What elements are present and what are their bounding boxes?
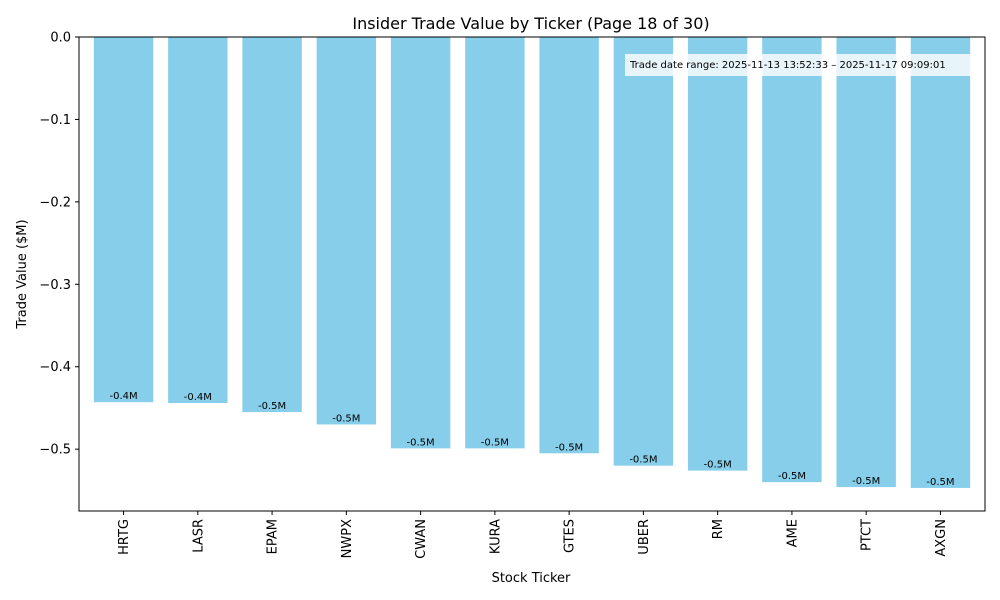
date-range-annotation: Trade date range: 2025-11-13 13:52:33 – …: [629, 60, 946, 71]
x-tick-label-axgn: AXGN: [934, 519, 949, 557]
data-label-ame: -0.5M: [778, 471, 806, 482]
bar-ptct: [836, 37, 896, 488]
x-tick-label-lasr: LASR: [191, 519, 206, 553]
bar-cwan: [390, 37, 451, 449]
bar-nwpx: [316, 37, 377, 425]
y-tick-label: −0.5: [39, 443, 71, 458]
bar-axgn: [910, 37, 971, 488]
x-tick-label-cwan: CWAN: [414, 519, 429, 559]
y-axis-label: Trade Value ($M): [15, 219, 30, 329]
data-label-kura: -0.5M: [481, 437, 509, 448]
x-tick-label-rm: RM: [711, 519, 726, 539]
x-tick-label-ptct: PTCT: [860, 519, 875, 551]
y-tick-label: −0.4: [39, 360, 71, 375]
bar-hrtg: [93, 37, 154, 403]
x-tick-label-ame: AME: [785, 519, 800, 547]
y-tick-label: −0.2: [39, 195, 71, 210]
x-tick-label-nwpx: NWPX: [340, 519, 355, 558]
bar-ame: [762, 37, 822, 483]
bar-rm: [687, 37, 748, 471]
bar-gtes: [539, 37, 599, 454]
data-label-gtes: -0.5M: [555, 442, 583, 453]
data-label-axgn: -0.5M: [926, 477, 954, 488]
bar-uber: [613, 37, 674, 466]
y-tick-label: −0.1: [39, 113, 71, 128]
chart-title: Insider Trade Value by Ticker (Page 18 o…: [352, 14, 709, 33]
data-label-uber: -0.5M: [629, 455, 657, 466]
x-axis-label: Stock Ticker: [492, 571, 571, 586]
bar-epam: [242, 37, 302, 413]
x-tick-label-gtes: GTES: [563, 519, 578, 553]
x-tick-label-kura: KURA: [488, 519, 503, 554]
data-label-hrtg: -0.4M: [109, 391, 137, 402]
y-tick-label: 0.0: [50, 31, 71, 46]
data-label-epam: -0.5M: [258, 401, 286, 412]
axes-frame: [78, 36, 986, 512]
data-label-rm: -0.5M: [704, 460, 732, 471]
x-tick-label-epam: EPAM: [266, 519, 281, 554]
data-label-lasr: -0.4M: [184, 392, 212, 403]
plot-area: -0.4M -0.4M -0.5M -0.5M -0.5M -0.5M -0.5M -0.5M…: [39, 31, 986, 559]
data-label-ptct: -0.5M: [852, 476, 880, 487]
x-tick-label-uber: UBER: [637, 519, 652, 555]
data-label-cwan: -0.5M: [407, 437, 435, 448]
x-tick-label-hrtg: HRTG: [117, 519, 132, 555]
bar-kura: [465, 37, 525, 449]
y-tick-label: −0.3: [39, 278, 71, 293]
annotation-box: [625, 54, 986, 76]
data-label-nwpx: -0.5M: [332, 413, 360, 424]
bar-lasr: [168, 37, 228, 404]
